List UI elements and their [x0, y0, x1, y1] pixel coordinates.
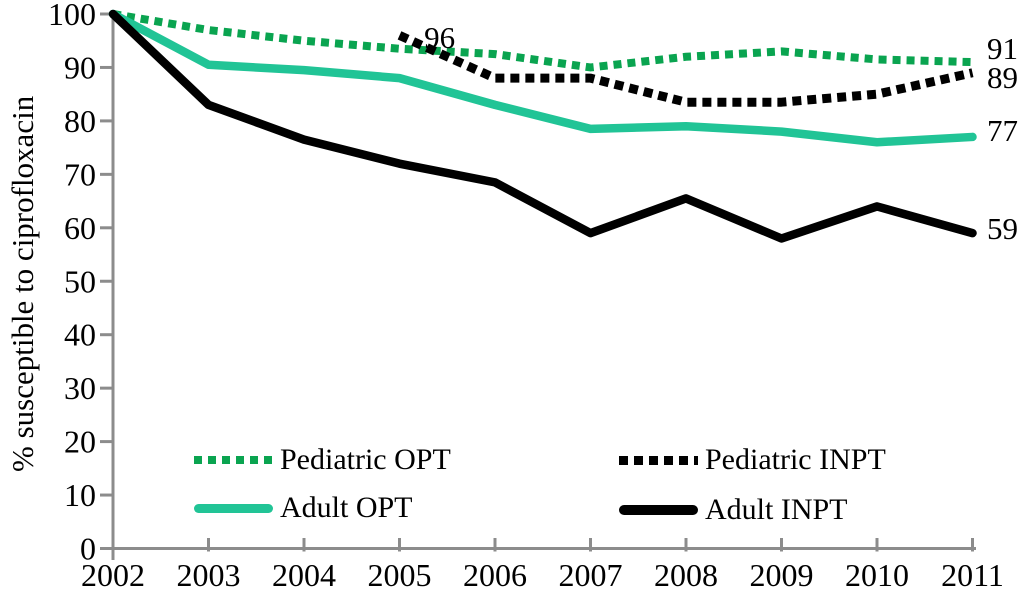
y-tick-label: 90: [64, 49, 96, 85]
legend-item-pediatric-inpt: Pediatric INPT: [619, 443, 886, 477]
x-tick-label: 2007: [559, 557, 623, 592]
point-label: 96: [424, 20, 455, 55]
y-tick-label: 0: [80, 531, 96, 567]
end-label-adult-opt: 77: [987, 113, 1018, 148]
series-line-pediatric-inpt: [397, 31, 974, 107]
y-tick-label: 20: [64, 424, 96, 460]
end-label-adult-inpt: 59: [987, 211, 1018, 246]
legend-swatch-pediatric-inpt: [619, 455, 698, 465]
x-tick-label: 2005: [368, 557, 432, 592]
series-line-adult-inpt: [108, 9, 977, 243]
x-tick-label: 2006: [463, 557, 527, 592]
x-tick-label: 2008: [654, 557, 718, 592]
legend-swatch-adult-opt: [194, 503, 273, 513]
legend-swatch-adult-inpt: [619, 505, 698, 515]
legend-label-pediatric-opt: Pediatric OPT: [280, 443, 451, 476]
x-tick-label: 2010: [845, 557, 909, 592]
legend-swatch-pediatric-opt: [194, 456, 273, 464]
x-tick-label: 2004: [272, 557, 336, 592]
end-label-pediatric-inpt: 89: [987, 60, 1018, 95]
series-line-pediatric-opt: [112, 10, 973, 72]
y-tick-label: 50: [64, 263, 96, 299]
legend-label-pediatric-inpt: Pediatric INPT: [705, 443, 886, 476]
legend-label-adult-opt: Adult OPT: [280, 491, 413, 524]
legend-label-adult-inpt: Adult INPT: [705, 493, 848, 526]
y-tick-label: 60: [64, 210, 96, 246]
y-tick-label: 80: [64, 103, 96, 139]
y-tick-label: 70: [64, 156, 96, 192]
legend-item-adult-opt: Adult OPT: [194, 491, 413, 525]
x-tick-label: 2011: [941, 557, 1004, 592]
y-axis-title: % susceptible to ciprofloxacin: [5, 95, 40, 473]
y-tick-label: 100: [48, 0, 96, 32]
legend-item-adult-inpt: Adult INPT: [619, 493, 848, 527]
y-tick-label: 30: [64, 370, 96, 406]
y-tick-label: 10: [64, 477, 96, 513]
y-tick-label: 40: [64, 317, 96, 353]
x-tick-label: 2009: [750, 557, 814, 592]
x-tick-label: 2002: [81, 557, 145, 592]
series-line-adult-opt: [108, 9, 977, 147]
end-label-pediatric-opt: 91: [987, 31, 1018, 66]
legend-item-pediatric-opt: Pediatric OPT: [194, 443, 451, 477]
x-tick-label: 2003: [177, 557, 241, 592]
